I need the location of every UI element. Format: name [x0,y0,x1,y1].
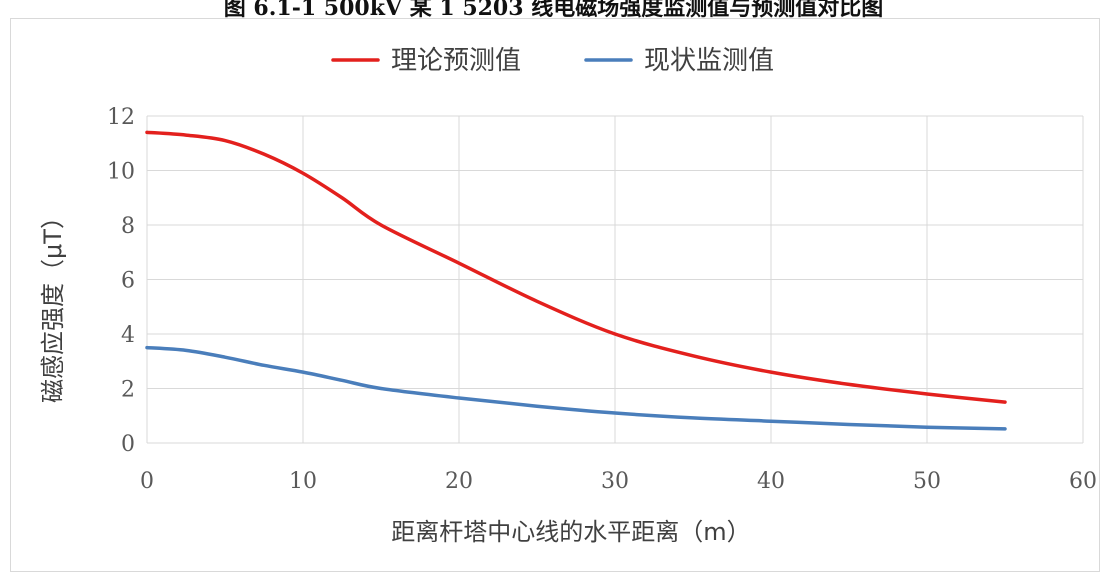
x-tick-label: 60 [1069,469,1097,494]
chart-frame: 0 10 20 30 40 50 60 0 2 4 6 8 10 12 距离杆塔中心线的水平距离（m） 磁… [10,18,1100,572]
series-layer [145,130,1007,431]
x-tick-label: 50 [913,469,941,494]
x-tick-label: 0 [140,469,154,494]
y-axis-title: 磁感应强度（μT） [39,205,67,403]
y-tick-label: 6 [121,269,135,294]
series-line-theory [145,130,1007,404]
legend-label-theory: 理论预测值 [391,46,521,76]
figure-caption: 图 6.1-1 500kV 某 1 5203 线电磁场强度监测值与预测值对比图 [223,0,884,21]
series-line-monitoring [145,345,1007,431]
legend-label-monitoring: 现状监测值 [644,46,774,76]
y-tick-label: 10 [107,160,135,185]
x-axis-title: 距离杆塔中心线的水平距离（m） [391,518,750,546]
axis-layer: 0 10 20 30 40 50 60 0 2 4 6 8 10 12 [107,105,1097,494]
y-tick-label: 8 [121,214,135,239]
x-tick-label: 40 [757,469,785,494]
y-tick-label: 0 [121,432,135,457]
y-tick-label: 12 [107,105,135,130]
y-tick-label: 2 [121,378,135,403]
x-tick-label: 10 [289,469,317,494]
legend: 理论预测值 现状监测值 [331,46,774,76]
x-tick-label: 30 [601,469,629,494]
x-tick-label: 20 [445,469,473,494]
line-chart: 0 10 20 30 40 50 60 0 2 4 6 8 10 12 距离杆塔中心线的水平距离（m） 磁… [39,46,1097,546]
y-tick-label: 4 [121,323,135,348]
